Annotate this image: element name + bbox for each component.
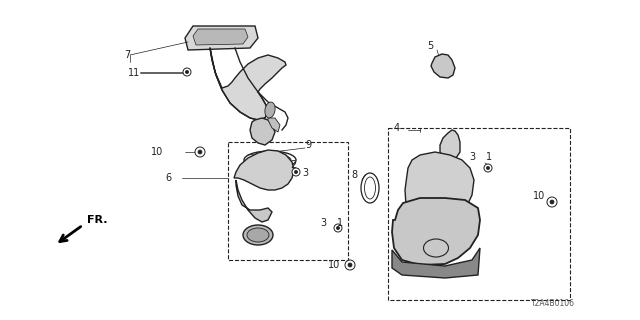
Text: T2A4B0106: T2A4B0106: [531, 299, 575, 308]
Bar: [228, 142, 348, 260]
Polygon shape: [185, 26, 258, 50]
Polygon shape: [210, 48, 286, 120]
Text: 10: 10: [532, 191, 545, 201]
Text: 2: 2: [290, 160, 296, 170]
Polygon shape: [193, 29, 248, 45]
Circle shape: [345, 260, 355, 270]
Polygon shape: [234, 150, 294, 190]
Bar: [388, 128, 570, 300]
Text: 5: 5: [427, 41, 433, 51]
Circle shape: [292, 168, 300, 176]
Circle shape: [195, 147, 205, 157]
Circle shape: [294, 170, 298, 173]
Circle shape: [550, 200, 554, 204]
Polygon shape: [440, 130, 460, 160]
Polygon shape: [392, 198, 480, 265]
Text: 1: 1: [337, 218, 343, 228]
Polygon shape: [431, 54, 455, 78]
Ellipse shape: [243, 225, 273, 245]
Text: 10: 10: [328, 260, 340, 270]
Circle shape: [186, 70, 189, 74]
Text: 4: 4: [394, 123, 400, 133]
Polygon shape: [392, 248, 480, 278]
Ellipse shape: [265, 102, 275, 118]
Text: 9: 9: [305, 140, 311, 150]
Text: 3: 3: [320, 218, 326, 228]
Circle shape: [484, 164, 492, 172]
Circle shape: [348, 263, 352, 267]
Polygon shape: [236, 180, 272, 222]
Text: FR.: FR.: [87, 215, 108, 225]
Circle shape: [198, 150, 202, 154]
Ellipse shape: [247, 228, 269, 242]
Circle shape: [547, 197, 557, 207]
Polygon shape: [405, 152, 474, 222]
Text: 1: 1: [486, 152, 492, 162]
Text: 3: 3: [469, 152, 475, 162]
Polygon shape: [250, 118, 275, 145]
Text: 11: 11: [128, 68, 140, 78]
Text: 7: 7: [124, 50, 130, 60]
Polygon shape: [268, 118, 280, 132]
Circle shape: [486, 166, 490, 170]
Text: 10: 10: [151, 147, 163, 157]
Text: 3: 3: [302, 168, 308, 178]
Circle shape: [334, 224, 342, 232]
Circle shape: [183, 68, 191, 76]
Circle shape: [337, 227, 340, 230]
Text: 8: 8: [352, 170, 358, 180]
Text: 6: 6: [166, 173, 172, 183]
